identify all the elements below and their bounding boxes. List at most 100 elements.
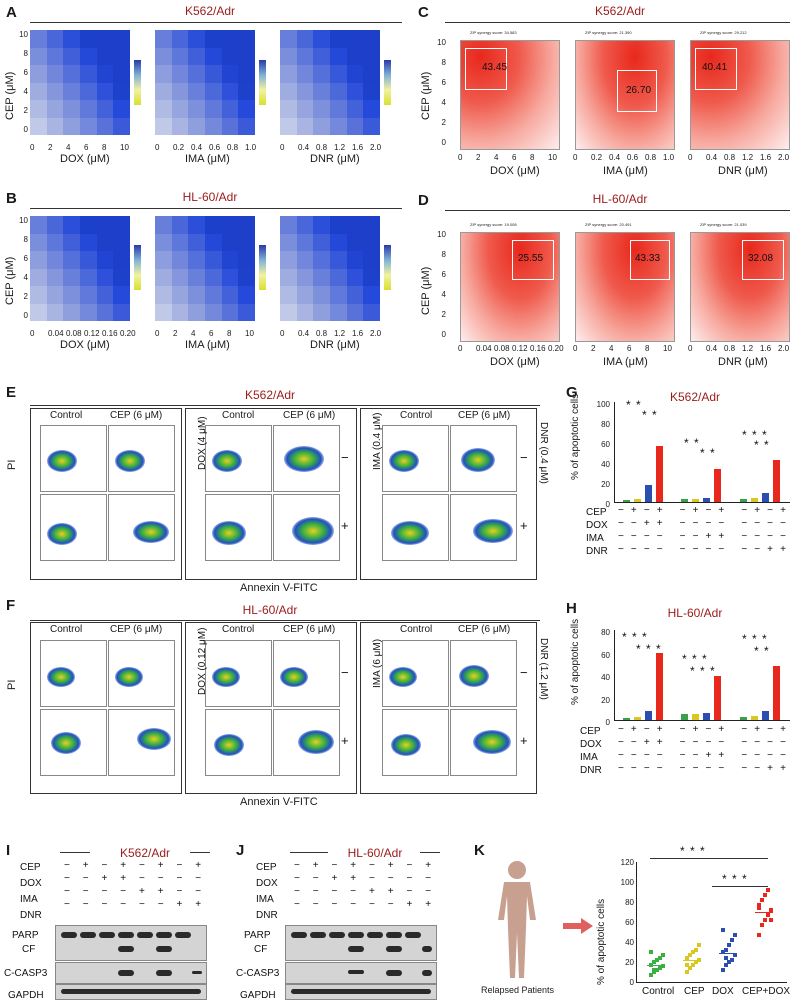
treatment-sign: +	[195, 860, 202, 871]
heatmap-cell	[171, 303, 189, 321]
heatmap-cell	[30, 117, 47, 135]
treatment-sign: −	[369, 860, 375, 871]
treatment-sign: −	[618, 737, 624, 748]
bar-ima-3	[714, 469, 722, 502]
heatmap-cell	[363, 286, 380, 304]
heatmap-cell	[296, 233, 314, 251]
heatmap-cell	[155, 216, 172, 234]
heatmap-b-dox	[30, 216, 130, 321]
treatment-sign: −	[679, 763, 686, 774]
heatmap-cell	[313, 268, 330, 286]
xlabel-d-dnr: DNR (μM)	[718, 356, 768, 368]
heatmap-cell	[171, 100, 189, 118]
treatment-sign: −	[82, 899, 89, 910]
x-tick: 0.8	[724, 153, 736, 162]
treatment-sign: −	[643, 544, 650, 555]
heatmap-cell	[280, 47, 297, 65]
heatmap-cell	[46, 268, 64, 286]
scatter-point-cep	[691, 963, 695, 967]
treatment-sign: +	[718, 724, 725, 735]
heatmap-cell	[204, 65, 222, 83]
y-tick: 0	[441, 330, 446, 339]
heatmap-cell	[171, 286, 189, 304]
heatmap-cell	[363, 100, 380, 118]
heatmap-cell	[313, 233, 330, 251]
treatment-sign: −	[705, 737, 712, 748]
y-tick: 10	[19, 30, 28, 39]
title-e: K562/Adr	[244, 388, 296, 402]
treatment-sign: −	[780, 518, 786, 529]
heatmap-cell	[46, 216, 64, 234]
f-plus-3: +	[520, 733, 528, 748]
heatmap-cell	[30, 100, 47, 118]
heatmap-cell	[96, 286, 114, 304]
heatmap-cell	[96, 47, 114, 65]
zip-score-c1: ZIP synergy score: 34.583	[470, 30, 517, 35]
y-tick: 120	[620, 858, 634, 867]
heatmap-cell	[329, 117, 347, 135]
f-control-1: Control	[50, 624, 83, 635]
treatment-sign: −	[101, 886, 108, 897]
treatment-sign: −	[618, 724, 624, 735]
x-tick: 0.4	[191, 143, 203, 152]
y-tick: 0	[23, 311, 28, 320]
y-tick: 2	[23, 106, 28, 115]
bar-ima-2	[703, 498, 711, 502]
heatmap-cell	[313, 286, 330, 304]
arrow-right-icon	[563, 918, 593, 934]
heatmap-cell	[280, 251, 297, 269]
x-ticks-a1: 0 2 4 6 8 10	[30, 143, 130, 153]
heatmap-cell	[329, 65, 347, 83]
treatment-sign: −	[705, 724, 712, 735]
title-d: HL-60/Adr	[592, 192, 648, 206]
f-plus-2: +	[341, 733, 349, 748]
heatmap-cell	[63, 303, 80, 321]
treatment-sign: −	[618, 763, 624, 774]
h-stars: * * * * * * * * * * * * * * * * *	[614, 630, 789, 678]
f-minus-3: −	[520, 665, 528, 680]
x-tick: 6	[512, 153, 517, 162]
x-ticks-c1: 0 2 4 6 8 10	[458, 153, 558, 163]
bar-dox-0	[623, 500, 630, 502]
x-ticks-a2: 0 0.2 0.4 0.6 0.8 1.0	[155, 143, 256, 153]
treatment-sign: +	[705, 531, 712, 542]
bar-ima-0	[681, 714, 689, 720]
treatment-sign: −	[630, 518, 637, 529]
x-tick: 10	[245, 329, 254, 338]
x-tick: 1.2	[742, 153, 754, 162]
bar-ima-1	[692, 499, 700, 502]
title-c: K562/Adr	[594, 4, 646, 18]
heatmap-cell	[204, 30, 222, 48]
treatment-sign: −	[64, 899, 70, 910]
heatmap-cell	[346, 82, 364, 100]
treatment-sign: −	[679, 750, 686, 761]
heatmap-cell	[280, 303, 297, 321]
x-tick: 1.0	[663, 153, 675, 162]
treatment-sign: −	[780, 737, 786, 748]
treatment-sign: −	[618, 531, 624, 542]
significance-stars: * *	[642, 408, 658, 422]
x-tick: 1.6	[760, 153, 772, 162]
x-tick: 1.2	[742, 344, 754, 353]
heatmap-cell	[313, 30, 330, 48]
heatmap-cell	[113, 82, 130, 100]
heatmap-cell	[329, 286, 347, 304]
treatment-sign: −	[157, 899, 164, 910]
panel-label-g: G	[566, 384, 578, 401]
heatmap-cell	[363, 47, 380, 65]
treatment-sign: +	[643, 737, 650, 748]
k-ylabel: % of apoptotic cells	[596, 898, 607, 985]
scatter-point-control	[658, 956, 662, 960]
heatmap-cell	[30, 47, 47, 65]
bar-ima-3	[714, 676, 722, 720]
significance-stars: * * *	[690, 664, 716, 678]
heatmap-cell	[204, 251, 222, 269]
h-dnr-label: DNR	[580, 765, 602, 776]
heatmap-cell	[204, 303, 222, 321]
y-tick: 2	[441, 118, 446, 127]
treatment-sign: −	[754, 737, 761, 748]
annexin-axis-f: Annexin V-FITC	[240, 796, 318, 808]
e-cep-3: CEP (6 μM)	[458, 410, 511, 421]
x-tick: 10	[663, 344, 672, 353]
x-tick: 0.2	[173, 143, 185, 152]
